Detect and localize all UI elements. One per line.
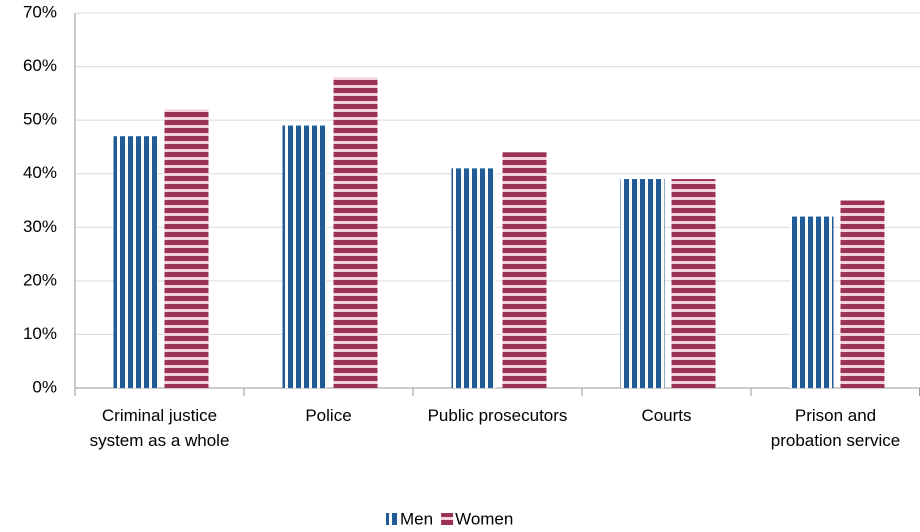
bar xyxy=(282,125,327,388)
y-tick-label: 20% xyxy=(23,270,57,289)
bar xyxy=(333,77,378,389)
legend-label: Women xyxy=(455,509,513,528)
legend-label: Men xyxy=(400,509,433,528)
bar xyxy=(451,168,496,388)
bar xyxy=(840,200,885,388)
x-tick-label-box: Prison and probation service xyxy=(770,406,901,450)
y-tick-label: 10% xyxy=(23,324,57,343)
legend-swatch xyxy=(441,513,454,525)
x-tick-label: Criminal justice system as a whole xyxy=(89,406,230,450)
x-tick-label-box: Criminal justice system as a whole xyxy=(89,406,230,450)
bar xyxy=(620,179,665,388)
y-tick-label: 0% xyxy=(32,377,57,396)
y-tick-label: 70% xyxy=(23,2,57,21)
bar xyxy=(502,152,547,388)
y-tick-label: 40% xyxy=(23,163,57,182)
y-tick-label: 30% xyxy=(23,217,57,236)
y-tick-label: 60% xyxy=(23,56,57,75)
x-tick-label-box: Police xyxy=(305,406,352,425)
legend-swatch xyxy=(386,513,398,525)
y-tick-label: 50% xyxy=(23,110,57,129)
bar xyxy=(113,136,158,388)
x-tick-label: Prison and probation service xyxy=(770,406,901,450)
bar xyxy=(164,109,209,388)
bar xyxy=(789,216,834,388)
x-tick-label-box: Courts xyxy=(641,406,692,425)
x-tick-label: Public prosecutors xyxy=(427,406,568,425)
bar xyxy=(671,179,716,388)
x-tick-label-box: Public prosecutors xyxy=(427,406,568,425)
x-tick-label: Courts xyxy=(641,406,692,425)
x-tick-label: Police xyxy=(305,406,352,425)
